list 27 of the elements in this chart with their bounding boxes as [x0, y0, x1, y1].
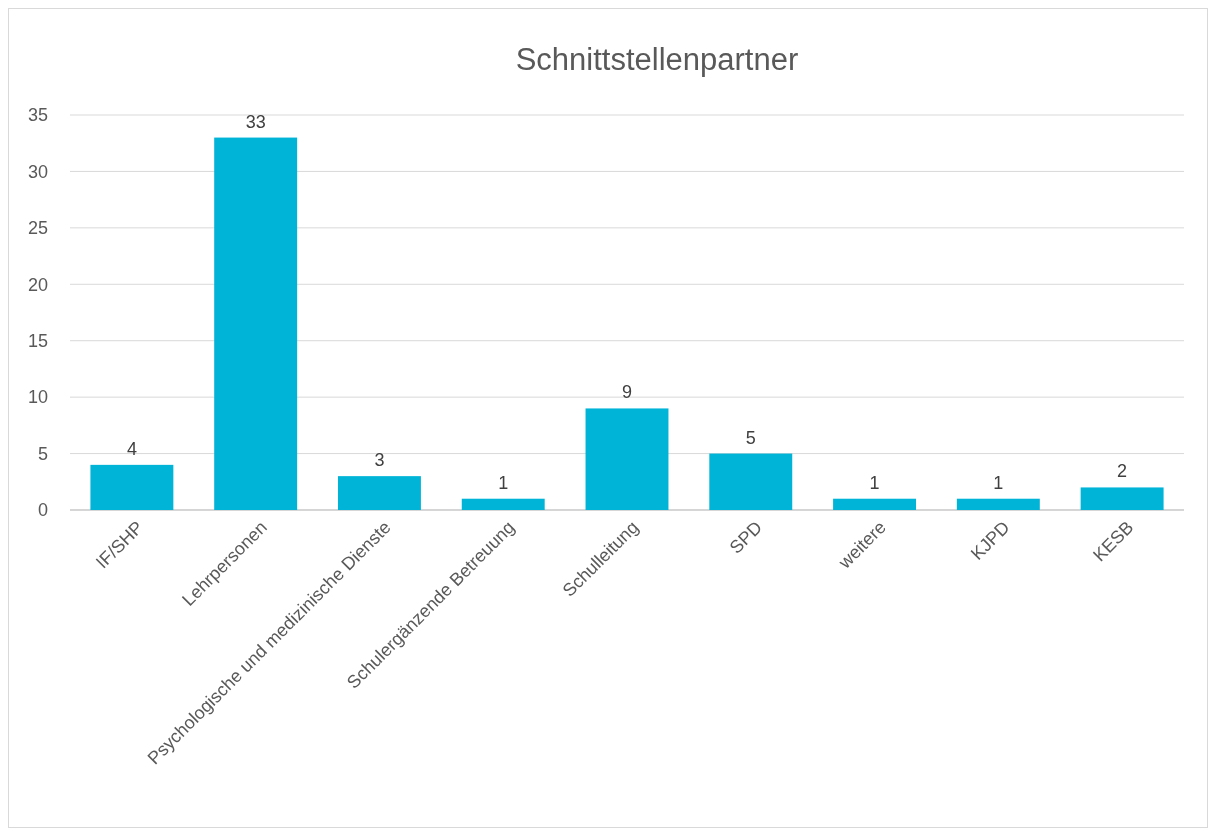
- bar: [833, 498, 917, 510]
- data-label: 4: [126, 438, 137, 459]
- bar: [956, 498, 1040, 510]
- chart-title: Schnittstellenpartner: [515, 42, 799, 77]
- bar: [461, 498, 545, 510]
- bar: [337, 476, 421, 510]
- data-label: 3: [374, 450, 385, 471]
- data-label: 1: [993, 472, 1004, 493]
- bar: [1080, 487, 1164, 510]
- y-tick-label: 10: [27, 387, 48, 408]
- y-tick-label: 35: [27, 105, 48, 126]
- bar: [214, 137, 298, 510]
- bar: [709, 453, 793, 510]
- y-tick-label: 25: [27, 218, 48, 239]
- bar: [585, 408, 669, 510]
- bar: [90, 464, 174, 510]
- data-label: 9: [621, 382, 633, 403]
- y-tick-label: 5: [37, 443, 48, 464]
- y-tick-label: 0: [37, 500, 48, 521]
- y-tick-label: 20: [27, 274, 48, 295]
- y-tick-label: 15: [27, 331, 48, 352]
- data-label: 1: [498, 472, 509, 493]
- data-label: 33: [245, 111, 266, 132]
- data-label: 5: [745, 427, 756, 448]
- data-label: 2: [1117, 461, 1128, 482]
- y-tick-label: 30: [27, 161, 48, 182]
- data-label: 1: [869, 472, 880, 493]
